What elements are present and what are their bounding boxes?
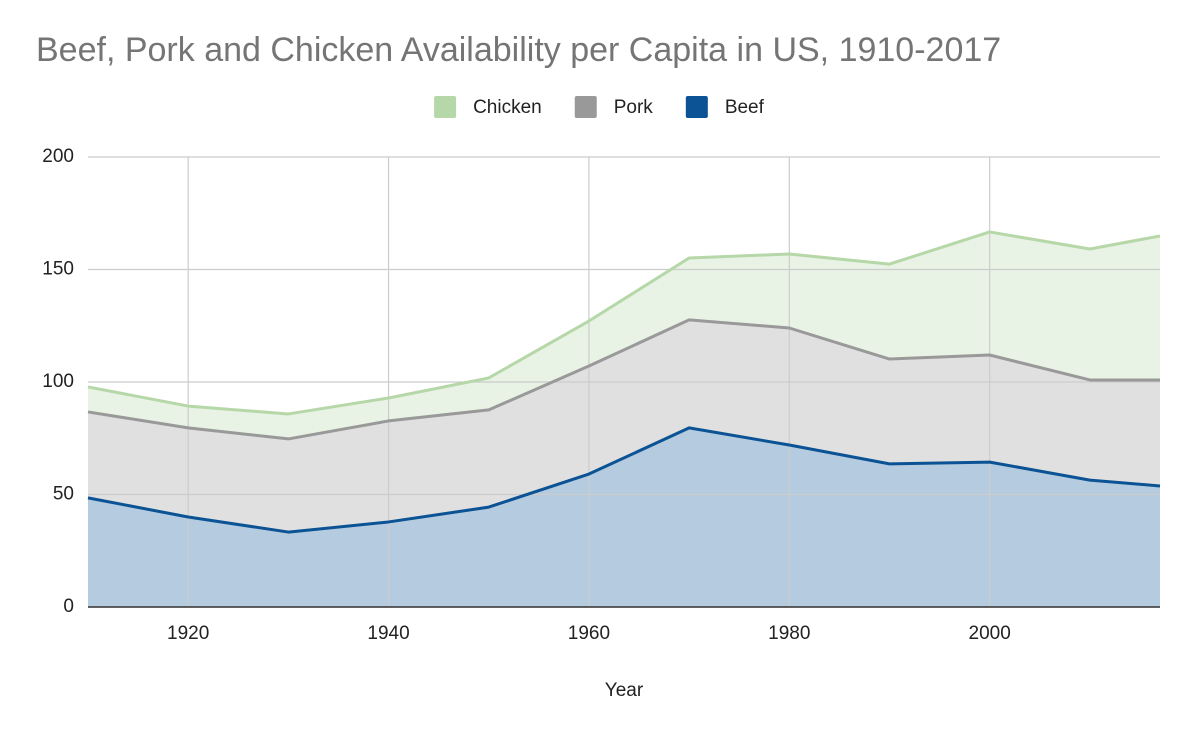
y-tick-label: 200 bbox=[42, 146, 74, 167]
legend: Chicken Pork Beef bbox=[434, 96, 765, 118]
x-tick-label: 1980 bbox=[768, 623, 810, 644]
legend-label: Chicken bbox=[473, 97, 542, 118]
area-fill bbox=[88, 231, 1160, 439]
y-tick-label: 150 bbox=[42, 259, 74, 280]
chart-title: Beef, Pork and Chicken Availability per … bbox=[36, 31, 1001, 69]
lines bbox=[87, 230, 1161, 534]
series-line bbox=[87, 230, 1161, 416]
legend-label: Pork bbox=[614, 97, 654, 118]
legend-label: Beef bbox=[725, 97, 765, 118]
x-axis-title: Year bbox=[605, 680, 644, 701]
x-tick-label: 2000 bbox=[969, 623, 1011, 644]
x-tick-label: 1960 bbox=[568, 623, 610, 644]
x-tick-label: 1940 bbox=[367, 623, 409, 644]
area-fill bbox=[88, 427, 1160, 607]
area-fill bbox=[88, 319, 1160, 533]
x-tick-label: 1920 bbox=[167, 623, 209, 644]
series-line bbox=[87, 318, 1160, 441]
legend-swatch bbox=[574, 96, 597, 118]
y-tick-label: 0 bbox=[63, 596, 74, 617]
legend-swatch bbox=[685, 96, 708, 118]
y-tick-label: 100 bbox=[42, 371, 74, 392]
series-line bbox=[87, 426, 1161, 534]
y-tick-label: 50 bbox=[53, 484, 74, 505]
areas bbox=[88, 231, 1160, 607]
legend-swatch bbox=[434, 96, 457, 118]
